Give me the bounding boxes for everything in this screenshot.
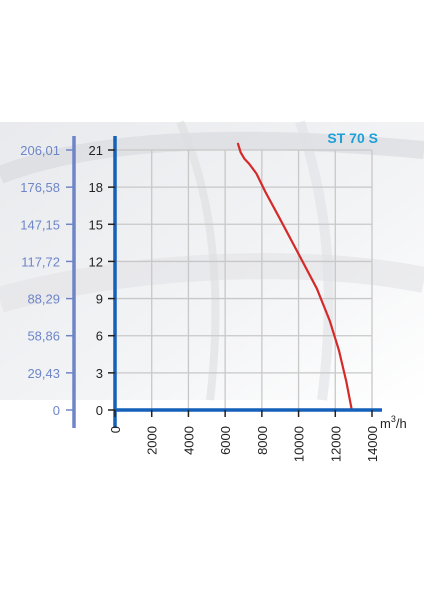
x-tick-label: 6000 [218, 426, 233, 455]
secondary-y-tick-label: 117,72 [21, 254, 60, 269]
x-tick-label: 4000 [181, 426, 196, 455]
grid [115, 149, 373, 410]
x-tick-label: 12000 [328, 426, 343, 462]
y-tick-label: 18 [89, 180, 103, 195]
secondary-y-tick-label: 29,43 [27, 366, 60, 381]
x-tick-label: 10000 [292, 426, 307, 462]
secondary-y-tick-label: 88,29 [27, 292, 60, 307]
y-tick-label: 15 [89, 217, 103, 232]
y-tick-label: 9 [96, 292, 103, 307]
x-tick-label: 8000 [255, 426, 270, 455]
x-tick-label: 0 [108, 426, 123, 433]
x-axis-unit-label: m3/h [380, 414, 407, 431]
series-line [236, 142, 353, 412]
secondary-y-tick-label: 58,86 [27, 329, 60, 344]
y-tick-label: 3 [96, 366, 103, 381]
x-tick-label: 2000 [145, 426, 160, 455]
axes: 0 29,43 58,86 88,29 117,72 147,15 176,58 206,01… [20, 136, 382, 462]
x-tick-label: 14000 [365, 426, 380, 462]
y-tick-label: 6 [96, 329, 103, 344]
chart-title: ST 70 S [327, 130, 378, 146]
secondary-y-tick-label: 147,15 [20, 217, 60, 232]
y-tick-label: 12 [89, 254, 103, 269]
secondary-y-tick-label: 176,58 [20, 180, 60, 195]
secondary-y-tick-label: 206,01 [20, 143, 60, 158]
y-tick-label: 21 [89, 143, 103, 158]
y-tick-label: 0 [96, 403, 103, 418]
curve-layer [236, 142, 353, 412]
secondary-y-tick-label: 0 [53, 403, 60, 418]
